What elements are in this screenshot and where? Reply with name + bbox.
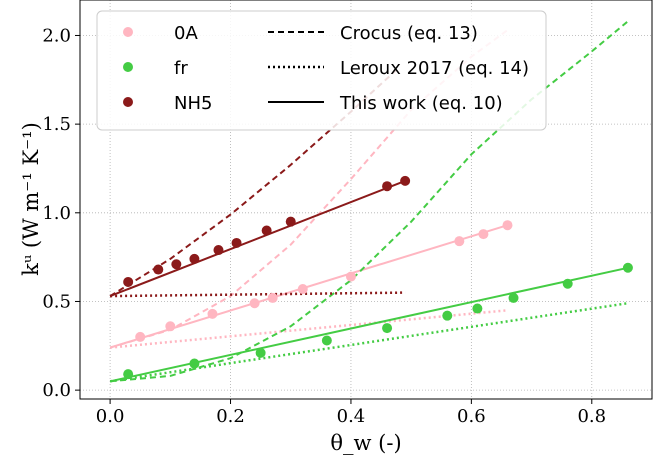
legend: 0A fr NH5 Crocus (eq. 13) Leroux 2017 (e…: [96, 10, 547, 131]
this-work-line-nh5: [109, 179, 406, 298]
data-point-fr: [321, 335, 332, 346]
data-point-fr: [472, 303, 483, 314]
data-point-0a: [135, 331, 146, 342]
data-point-nh5: [382, 181, 393, 192]
data-point-fr: [508, 292, 519, 303]
data-point-0a: [502, 220, 513, 231]
data-point-nh5: [123, 276, 134, 287]
x-tick-label: 0.8: [577, 406, 606, 427]
data-point-0a: [165, 321, 176, 332]
x-tick-label: 0.4: [337, 406, 366, 427]
legend-label-0a: 0A: [174, 23, 198, 44]
data-point-0a: [249, 298, 260, 309]
y-axis-label: kᵘ (W m⁻¹ K⁻¹): [19, 122, 43, 276]
data-point-nh5: [171, 259, 182, 270]
data-point-fr: [622, 262, 633, 273]
data-point-fr: [562, 278, 573, 289]
data-points: [123, 175, 633, 380]
data-point-nh5: [285, 216, 296, 227]
data-point-fr: [255, 347, 266, 358]
leroux-line-0a: [109, 309, 508, 349]
x-tick-label: 0.6: [457, 406, 486, 427]
data-point-nh5: [153, 264, 164, 275]
data-point-fr: [189, 358, 200, 369]
y-tick-label: 1.0: [42, 203, 71, 224]
data-point-0a: [345, 271, 356, 282]
legend-label-this-work: This work (eq. 10): [339, 93, 503, 114]
axis-ticks: 0.0 0.2 0.4 0.6 0.8 0.0 0.5 1.0 1.5 2.0: [42, 25, 606, 427]
crocus-line-0a: [109, 29, 509, 349]
data-point-nh5: [213, 245, 224, 256]
legend-marker-fr: [123, 62, 133, 72]
plot-frame: [79, 0, 653, 400]
data-point-0a: [454, 236, 465, 247]
data-point-0a: [297, 284, 308, 295]
y-tick-label: 2.0: [42, 25, 71, 46]
legend-marker-nh5: [123, 97, 133, 107]
data-point-nh5: [400, 175, 411, 186]
x-tick-label: 0.0: [96, 406, 125, 427]
legend-label-nh5: NH5: [174, 93, 212, 114]
this-work-line-0a: [109, 224, 508, 349]
legend-label-fr: fr: [174, 58, 188, 79]
data-point-0a: [267, 292, 278, 303]
leroux-line-fr: [109, 301, 629, 383]
data-point-fr: [382, 323, 393, 334]
data-point-nh5: [261, 225, 272, 236]
data-point-nh5: [231, 237, 242, 248]
y-tick-label: 1.5: [42, 114, 71, 135]
leroux-line-nh5: [110, 291, 406, 298]
data-point-fr: [442, 310, 453, 321]
data-point-fr: [123, 369, 134, 380]
data-point-0a: [478, 229, 489, 240]
y-tick-label: 0.0: [42, 380, 71, 401]
data-point-0a: [207, 308, 218, 319]
x-tick-label: 0.2: [216, 406, 245, 427]
legend-box: [96, 10, 547, 131]
data-point-nh5: [189, 253, 200, 264]
legend-label-crocus: Crocus (eq. 13): [340, 23, 478, 44]
legend-marker-0a: [123, 27, 133, 37]
model-lines: [109, 20, 629, 383]
legend-label-leroux: Leroux 2017 (eq. 14): [340, 58, 529, 79]
y-tick-label: 0.5: [42, 291, 71, 312]
x-axis-label: θ_w (-): [330, 431, 401, 455]
